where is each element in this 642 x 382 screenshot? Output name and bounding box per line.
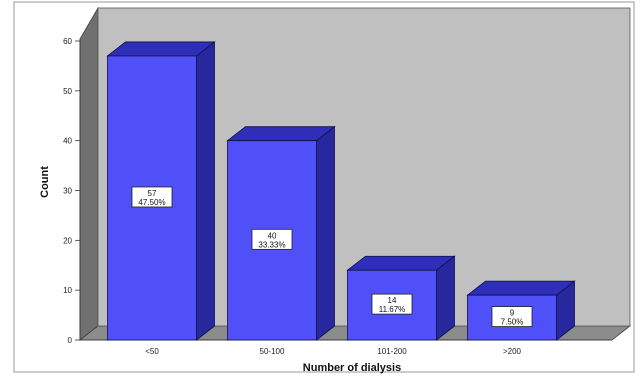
data-label-count: 14: [388, 296, 397, 305]
data-label-box: [491, 306, 533, 327]
data-label-count: 9: [510, 309, 515, 318]
y-tick-label: 0: [68, 336, 73, 345]
bar-side: [436, 255, 455, 341]
y-tick-label: 30: [63, 187, 72, 196]
y-axis-title: Count: [39, 166, 51, 198]
data-label-count: 57: [148, 189, 157, 198]
x-axis-title: Number of dialysis: [303, 362, 401, 374]
x-tick-label: 101-200: [377, 347, 407, 356]
data-label-count: 40: [268, 231, 277, 240]
data-label-percent: 11.67%: [379, 305, 406, 314]
y-tick-label: 40: [63, 137, 72, 146]
y-tick-label: 50: [63, 87, 72, 96]
bar-top: [226, 126, 336, 142]
y-tick-label: 20: [63, 236, 72, 245]
x-tick-label: 50-100: [260, 347, 285, 356]
data-label-box: [251, 228, 293, 250]
left-side-wall: [79, 6, 99, 341]
data-label-percent: 33.33%: [258, 240, 285, 249]
x-axis-tick-labels: <50 50-100 101-200 >200: [145, 347, 521, 356]
bar-top: [106, 41, 216, 57]
data-label-box: [131, 186, 173, 208]
y-tick-label: 10: [63, 286, 72, 295]
x-tick-label: >200: [503, 347, 522, 356]
data-label-box: [371, 293, 413, 315]
x-tick-label: <50: [145, 347, 159, 356]
bar-top: [346, 255, 456, 271]
bar-group: 97.50%: [466, 280, 576, 341]
y-tick-label: 60: [63, 37, 72, 46]
data-label-percent: 47.50%: [138, 198, 165, 207]
bar-top: [466, 280, 576, 296]
bar-side: [196, 41, 215, 341]
bar-side: [316, 125, 335, 341]
data-label-percent: 7.50%: [501, 318, 524, 327]
